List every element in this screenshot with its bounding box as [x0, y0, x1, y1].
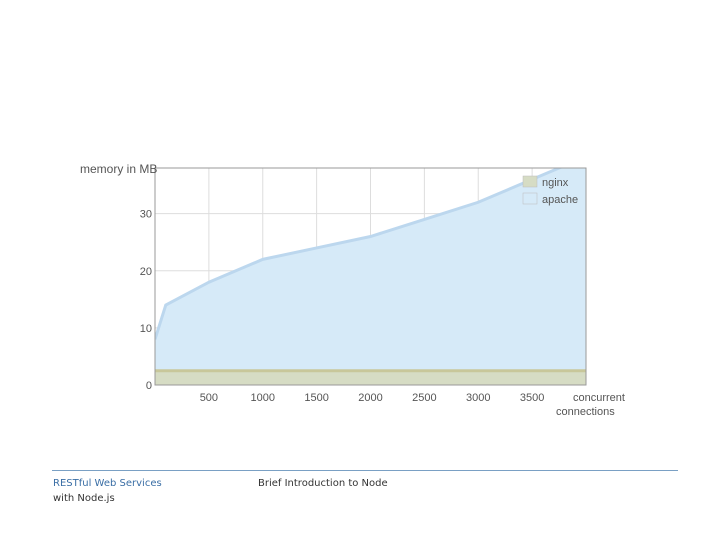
- y-tick-label: 30: [140, 209, 152, 221]
- x-tick-label: 1000: [251, 392, 275, 404]
- series-area-nginx: [155, 370, 586, 385]
- legend-swatch-apache: [522, 192, 538, 205]
- legend-label-apache: apache: [542, 194, 578, 206]
- y-axis-title: memory in MB: [80, 162, 157, 176]
- series-area-apache: [155, 168, 586, 385]
- x-axis-title-line1: concurrent: [573, 392, 625, 404]
- x-tick-label: 2000: [358, 392, 382, 404]
- plot-frame: [154, 167, 587, 386]
- x-tick-label: 3500: [520, 392, 544, 404]
- x-axis-title-line2: connections: [556, 406, 615, 418]
- x-tick-label: 500: [200, 392, 218, 404]
- x-tick-label: 3000: [466, 392, 490, 404]
- y-tick-label: 0: [146, 380, 152, 392]
- footer-divider: [52, 470, 678, 471]
- footer-course-title: RESTful Web Services with Node.js: [53, 476, 162, 506]
- series-line-apache: [155, 168, 563, 340]
- footer-course-line1: RESTful Web Services: [53, 478, 162, 489]
- legend-label-nginx: nginx: [542, 177, 569, 189]
- legend-swatch-nginx: [522, 175, 538, 188]
- legend: nginx apache: [522, 175, 578, 206]
- axis-ticks: 500 1000 1500 2000 2500 3000 3500 0 10 20 30: [140, 209, 545, 404]
- x-tick-label: 2500: [412, 392, 436, 404]
- series-areas: [155, 168, 586, 385]
- x-tick-label: 1500: [304, 392, 328, 404]
- footer-section-title: Brief Introduction to Node: [258, 478, 388, 489]
- y-tick-label: 20: [140, 266, 152, 278]
- footer-course-line2: with Node.js: [53, 493, 115, 504]
- y-tick-label: 10: [140, 323, 152, 335]
